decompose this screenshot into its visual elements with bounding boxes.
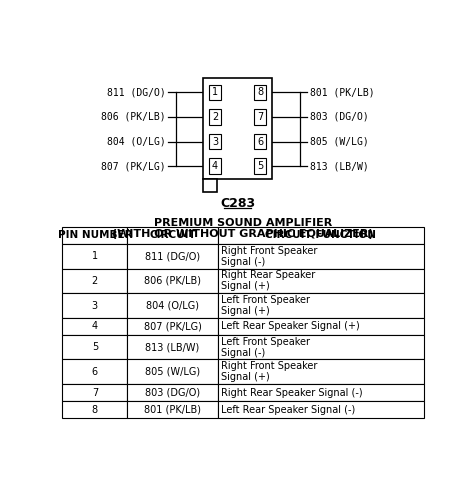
Text: 805 (W/LG): 805 (W/LG)	[310, 137, 368, 146]
Bar	[128, 318, 218, 335]
Text: Signal (+): Signal (+)	[221, 372, 270, 382]
Text: 3: 3	[212, 137, 218, 146]
Text: Signal (+): Signal (+)	[221, 306, 270, 316]
Text: Left Front Speaker: Left Front Speaker	[221, 295, 310, 305]
Text: 813 (LB/W): 813 (LB/W)	[146, 342, 200, 352]
Bar	[209, 158, 221, 174]
Bar	[254, 134, 266, 149]
Bar	[218, 359, 423, 384]
Text: 813 (LB/W): 813 (LB/W)	[310, 161, 368, 171]
Bar	[63, 293, 128, 318]
Bar	[218, 384, 423, 401]
Text: 803 (DG/O): 803 (DG/O)	[145, 387, 200, 397]
Bar	[218, 318, 423, 335]
Text: CIRCUIT: CIRCUIT	[149, 231, 196, 241]
Text: Signal (-): Signal (-)	[221, 257, 265, 267]
Bar	[218, 227, 423, 244]
Text: 1: 1	[92, 251, 98, 261]
Text: 2: 2	[212, 112, 218, 122]
Bar	[128, 269, 218, 293]
Text: 806 (PK/LB): 806 (PK/LB)	[144, 276, 201, 286]
Text: 3: 3	[92, 301, 98, 311]
Bar	[209, 109, 221, 125]
Bar	[218, 244, 423, 269]
Text: 804 (O/LG): 804 (O/LG)	[146, 301, 199, 311]
Polygon shape	[202, 178, 217, 192]
Text: 807 (PK/LG): 807 (PK/LG)	[144, 321, 201, 331]
Text: 801 (PK/LB): 801 (PK/LB)	[144, 405, 201, 415]
Text: Right Rear Speaker: Right Rear Speaker	[221, 271, 315, 281]
Text: Left Rear Speaker Signal (-): Left Rear Speaker Signal (-)	[221, 405, 355, 415]
Text: Left Front Speaker: Left Front Speaker	[221, 337, 310, 347]
Text: 1: 1	[212, 87, 218, 97]
Bar	[63, 359, 128, 384]
Text: C283: C283	[220, 197, 255, 210]
Bar	[63, 384, 128, 401]
Text: (WITH OR WITHOUT GRAPHIC EQUALIZER): (WITH OR WITHOUT GRAPHIC EQUALIZER)	[112, 229, 374, 239]
Bar	[128, 401, 218, 418]
Bar	[63, 227, 128, 244]
Text: 806 (PK/LB): 806 (PK/LB)	[101, 112, 165, 122]
Text: 7: 7	[257, 112, 263, 122]
Bar	[63, 269, 128, 293]
Bar	[218, 293, 423, 318]
Text: 807 (PK/LG): 807 (PK/LG)	[101, 161, 165, 171]
Text: 805 (W/LG): 805 (W/LG)	[145, 367, 200, 377]
Text: Signal (+): Signal (+)	[221, 282, 270, 291]
Bar	[218, 401, 423, 418]
Bar	[63, 335, 128, 359]
Text: Right Front Speaker: Right Front Speaker	[221, 361, 317, 371]
Text: CIRCUIT FUNCTION: CIRCUIT FUNCTION	[265, 231, 376, 241]
Text: Right Front Speaker: Right Front Speaker	[221, 246, 317, 256]
Text: 8: 8	[257, 87, 263, 97]
Text: 5: 5	[257, 161, 263, 171]
Bar	[63, 401, 128, 418]
Bar	[63, 244, 128, 269]
Bar	[128, 335, 218, 359]
Bar	[128, 359, 218, 384]
Text: 4: 4	[212, 161, 218, 171]
Text: 6: 6	[257, 137, 263, 146]
Text: 2: 2	[92, 276, 98, 286]
Bar	[209, 85, 221, 100]
Bar	[202, 78, 273, 178]
Text: PIN NUMBER: PIN NUMBER	[57, 231, 132, 241]
Text: 811 (DG/O): 811 (DG/O)	[107, 87, 165, 97]
Bar	[218, 269, 423, 293]
Text: 6: 6	[92, 367, 98, 377]
Text: 803 (DG/O): 803 (DG/O)	[310, 112, 368, 122]
Bar	[128, 244, 218, 269]
Text: 804 (O/LG): 804 (O/LG)	[107, 137, 165, 146]
Bar	[128, 384, 218, 401]
Text: 801 (PK/LB): 801 (PK/LB)	[310, 87, 374, 97]
Text: Left Rear Speaker Signal (+): Left Rear Speaker Signal (+)	[221, 321, 359, 331]
Text: Right Rear Speaker Signal (-): Right Rear Speaker Signal (-)	[221, 387, 362, 397]
Text: 8: 8	[92, 405, 98, 415]
Bar	[254, 109, 266, 125]
Bar	[218, 335, 423, 359]
Bar	[209, 134, 221, 149]
Text: 5: 5	[92, 342, 98, 352]
Bar	[128, 293, 218, 318]
Text: 811 (DG/O): 811 (DG/O)	[145, 251, 200, 261]
Text: 7: 7	[92, 387, 98, 397]
Bar	[128, 227, 218, 244]
Text: Signal (-): Signal (-)	[221, 348, 265, 357]
Bar	[254, 158, 266, 174]
Bar	[63, 318, 128, 335]
Text: PREMIUM SOUND AMPLIFIER: PREMIUM SOUND AMPLIFIER	[154, 218, 332, 228]
Bar	[254, 85, 266, 100]
Text: 4: 4	[92, 321, 98, 331]
